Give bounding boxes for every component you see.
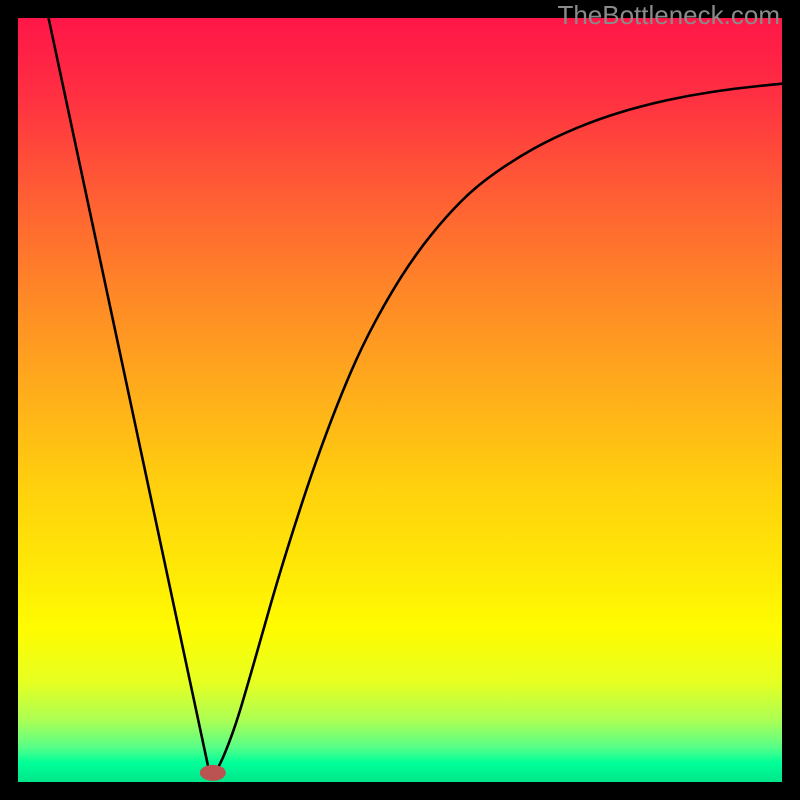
plot-area [18,18,782,782]
optimal-point-marker [200,765,226,781]
watermark-text: TheBottleneck.com [557,0,780,31]
gradient-background [18,18,782,782]
chart-container: TheBottleneck.com [0,0,800,800]
plot-svg [18,18,782,782]
